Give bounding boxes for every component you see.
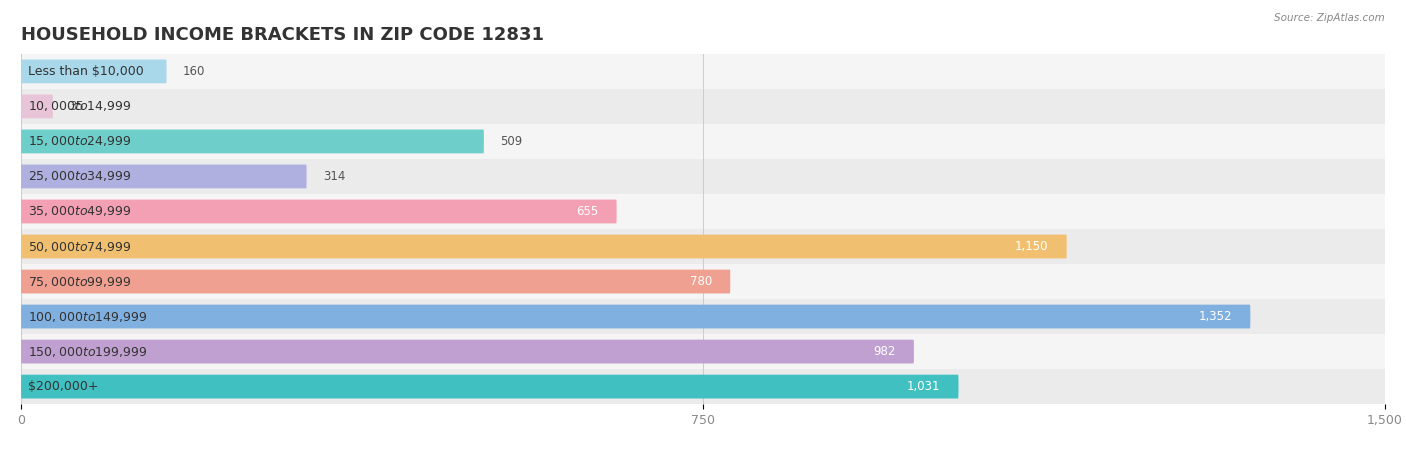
Text: 655: 655: [576, 205, 599, 218]
Text: $50,000 to $74,999: $50,000 to $74,999: [28, 239, 132, 254]
FancyBboxPatch shape: [21, 94, 53, 119]
Text: $75,000 to $99,999: $75,000 to $99,999: [28, 274, 132, 289]
Text: Source: ZipAtlas.com: Source: ZipAtlas.com: [1274, 13, 1385, 23]
Text: $100,000 to $149,999: $100,000 to $149,999: [28, 309, 148, 324]
Text: $35,000 to $49,999: $35,000 to $49,999: [28, 204, 132, 219]
Text: 314: 314: [323, 170, 346, 183]
Text: 780: 780: [690, 275, 711, 288]
Text: $150,000 to $199,999: $150,000 to $199,999: [28, 344, 148, 359]
Bar: [21, 334, 1385, 369]
FancyBboxPatch shape: [21, 234, 1067, 259]
FancyBboxPatch shape: [21, 59, 166, 84]
Text: 1,150: 1,150: [1015, 240, 1049, 253]
Bar: [21, 229, 1385, 264]
Text: 982: 982: [873, 345, 896, 358]
FancyBboxPatch shape: [21, 199, 617, 224]
FancyBboxPatch shape: [21, 304, 1250, 329]
FancyBboxPatch shape: [21, 164, 307, 189]
Bar: [21, 89, 1385, 124]
Text: $10,000 to $14,999: $10,000 to $14,999: [28, 99, 132, 114]
Text: $200,000+: $200,000+: [28, 380, 98, 393]
Text: 1,031: 1,031: [907, 380, 941, 393]
Text: 1,352: 1,352: [1199, 310, 1232, 323]
Bar: [21, 299, 1385, 334]
FancyBboxPatch shape: [21, 269, 730, 294]
Text: 35: 35: [69, 100, 84, 113]
Text: $15,000 to $24,999: $15,000 to $24,999: [28, 134, 132, 149]
Text: Less than $10,000: Less than $10,000: [28, 65, 143, 78]
FancyBboxPatch shape: [21, 374, 959, 399]
Bar: [21, 54, 1385, 89]
Text: HOUSEHOLD INCOME BRACKETS IN ZIP CODE 12831: HOUSEHOLD INCOME BRACKETS IN ZIP CODE 12…: [21, 26, 544, 44]
Bar: [21, 264, 1385, 299]
Bar: [21, 124, 1385, 159]
Text: 509: 509: [501, 135, 523, 148]
Bar: [21, 159, 1385, 194]
FancyBboxPatch shape: [21, 339, 914, 364]
Bar: [21, 369, 1385, 404]
FancyBboxPatch shape: [21, 129, 484, 154]
Bar: [21, 194, 1385, 229]
Text: 160: 160: [183, 65, 205, 78]
Text: $25,000 to $34,999: $25,000 to $34,999: [28, 169, 132, 184]
